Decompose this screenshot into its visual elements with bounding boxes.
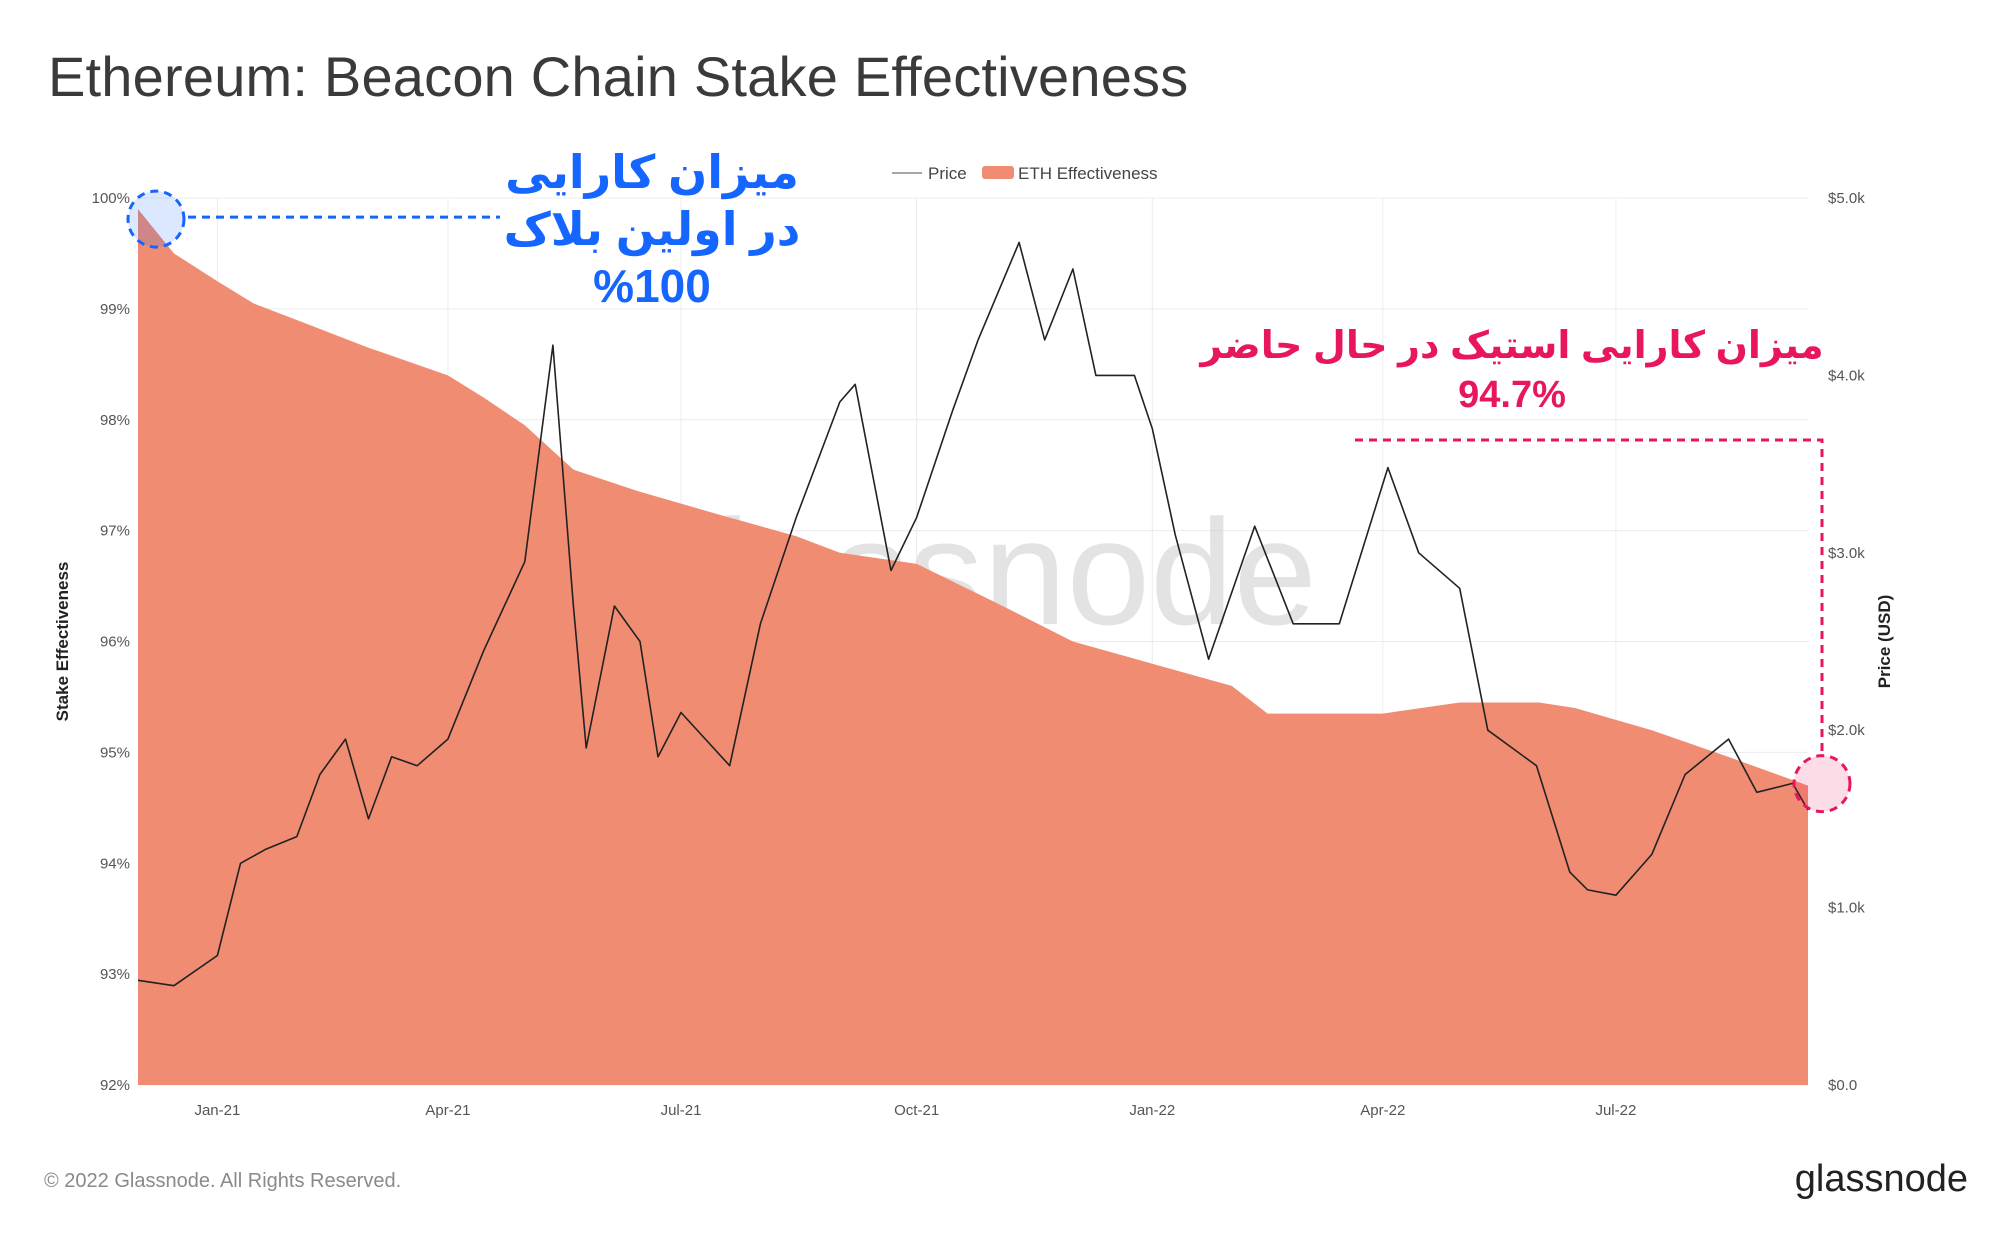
x-tick-label: Jan-22 <box>1129 1102 1175 1119</box>
current-marker-circle <box>1792 754 1852 814</box>
first-block-label-line3: %100 <box>593 260 711 312</box>
y-left-axis-title: Stake Effectiveness <box>53 562 72 722</box>
legend-effectiveness-label: ETH Effectiveness <box>1018 164 1158 183</box>
price-line <box>137 241 1809 987</box>
legend-price-label: Price <box>928 164 967 183</box>
effectiveness-area <box>138 209 1808 1086</box>
x-tick-label: Apr-21 <box>425 1102 470 1119</box>
first-block-marker-circle <box>126 189 186 249</box>
y-right-axis-title: Price (USD) <box>1875 595 1894 689</box>
y-left-tick-label: 95% <box>100 744 130 761</box>
brand-logo: glassnode <box>1794 1158 1968 1200</box>
y-left-tick-label: 94% <box>100 855 130 872</box>
axes: 92% 93% 94% 95% 96% 97% 98% 99% 100% $0.0 $1.0k $2.… <box>53 190 1894 1119</box>
legend-effectiveness-swatch <box>982 166 1014 179</box>
x-tick-label: Jan-21 <box>194 1102 240 1119</box>
y-right-tick-label: $4.0k <box>1828 367 1865 384</box>
y-left-tick-label: 97% <box>100 523 130 540</box>
chart-title: Ethereum: Beacon Chain Stake Effectivene… <box>48 45 1189 108</box>
y-right-tick-label: $0.0 <box>1828 1077 1857 1094</box>
y-left-tick-label: 96% <box>100 634 130 651</box>
y-left-tick-label: 100% <box>92 190 130 207</box>
x-tick-label: Jul-22 <box>1595 1102 1636 1119</box>
first-block-label-line1: میزان کارایی <box>505 146 799 199</box>
y-right-tick-label: $1.0k <box>1828 900 1865 917</box>
y-right-tick-label: $2.0k <box>1828 722 1865 739</box>
y-right-tick-label: $3.0k <box>1828 545 1865 562</box>
copyright: © 2022 Glassnode. All Rights Reserved. <box>44 1170 402 1192</box>
current-label-line1: میزان کارایی استیک در حال حاضر <box>1198 325 1823 367</box>
y-left-tick-label: 99% <box>100 301 130 318</box>
current-dashed-leader <box>1355 438 1824 754</box>
y-left-tick-label: 98% <box>100 412 130 429</box>
legend: Price ETH Effectiveness <box>892 164 1158 183</box>
x-tick-label: Apr-22 <box>1360 1102 1405 1119</box>
y-left-tick-label: 93% <box>100 966 130 983</box>
x-tick-label: Oct-21 <box>894 1102 939 1119</box>
current-label-line2: 94.7% <box>1458 374 1566 416</box>
y-left-tick-label: 92% <box>100 1077 130 1094</box>
first-block-label-line2: در اولین بلاک <box>504 203 801 256</box>
x-tick-label: Jul-21 <box>661 1102 702 1119</box>
y-right-tick-label: $5.0k <box>1828 190 1865 207</box>
